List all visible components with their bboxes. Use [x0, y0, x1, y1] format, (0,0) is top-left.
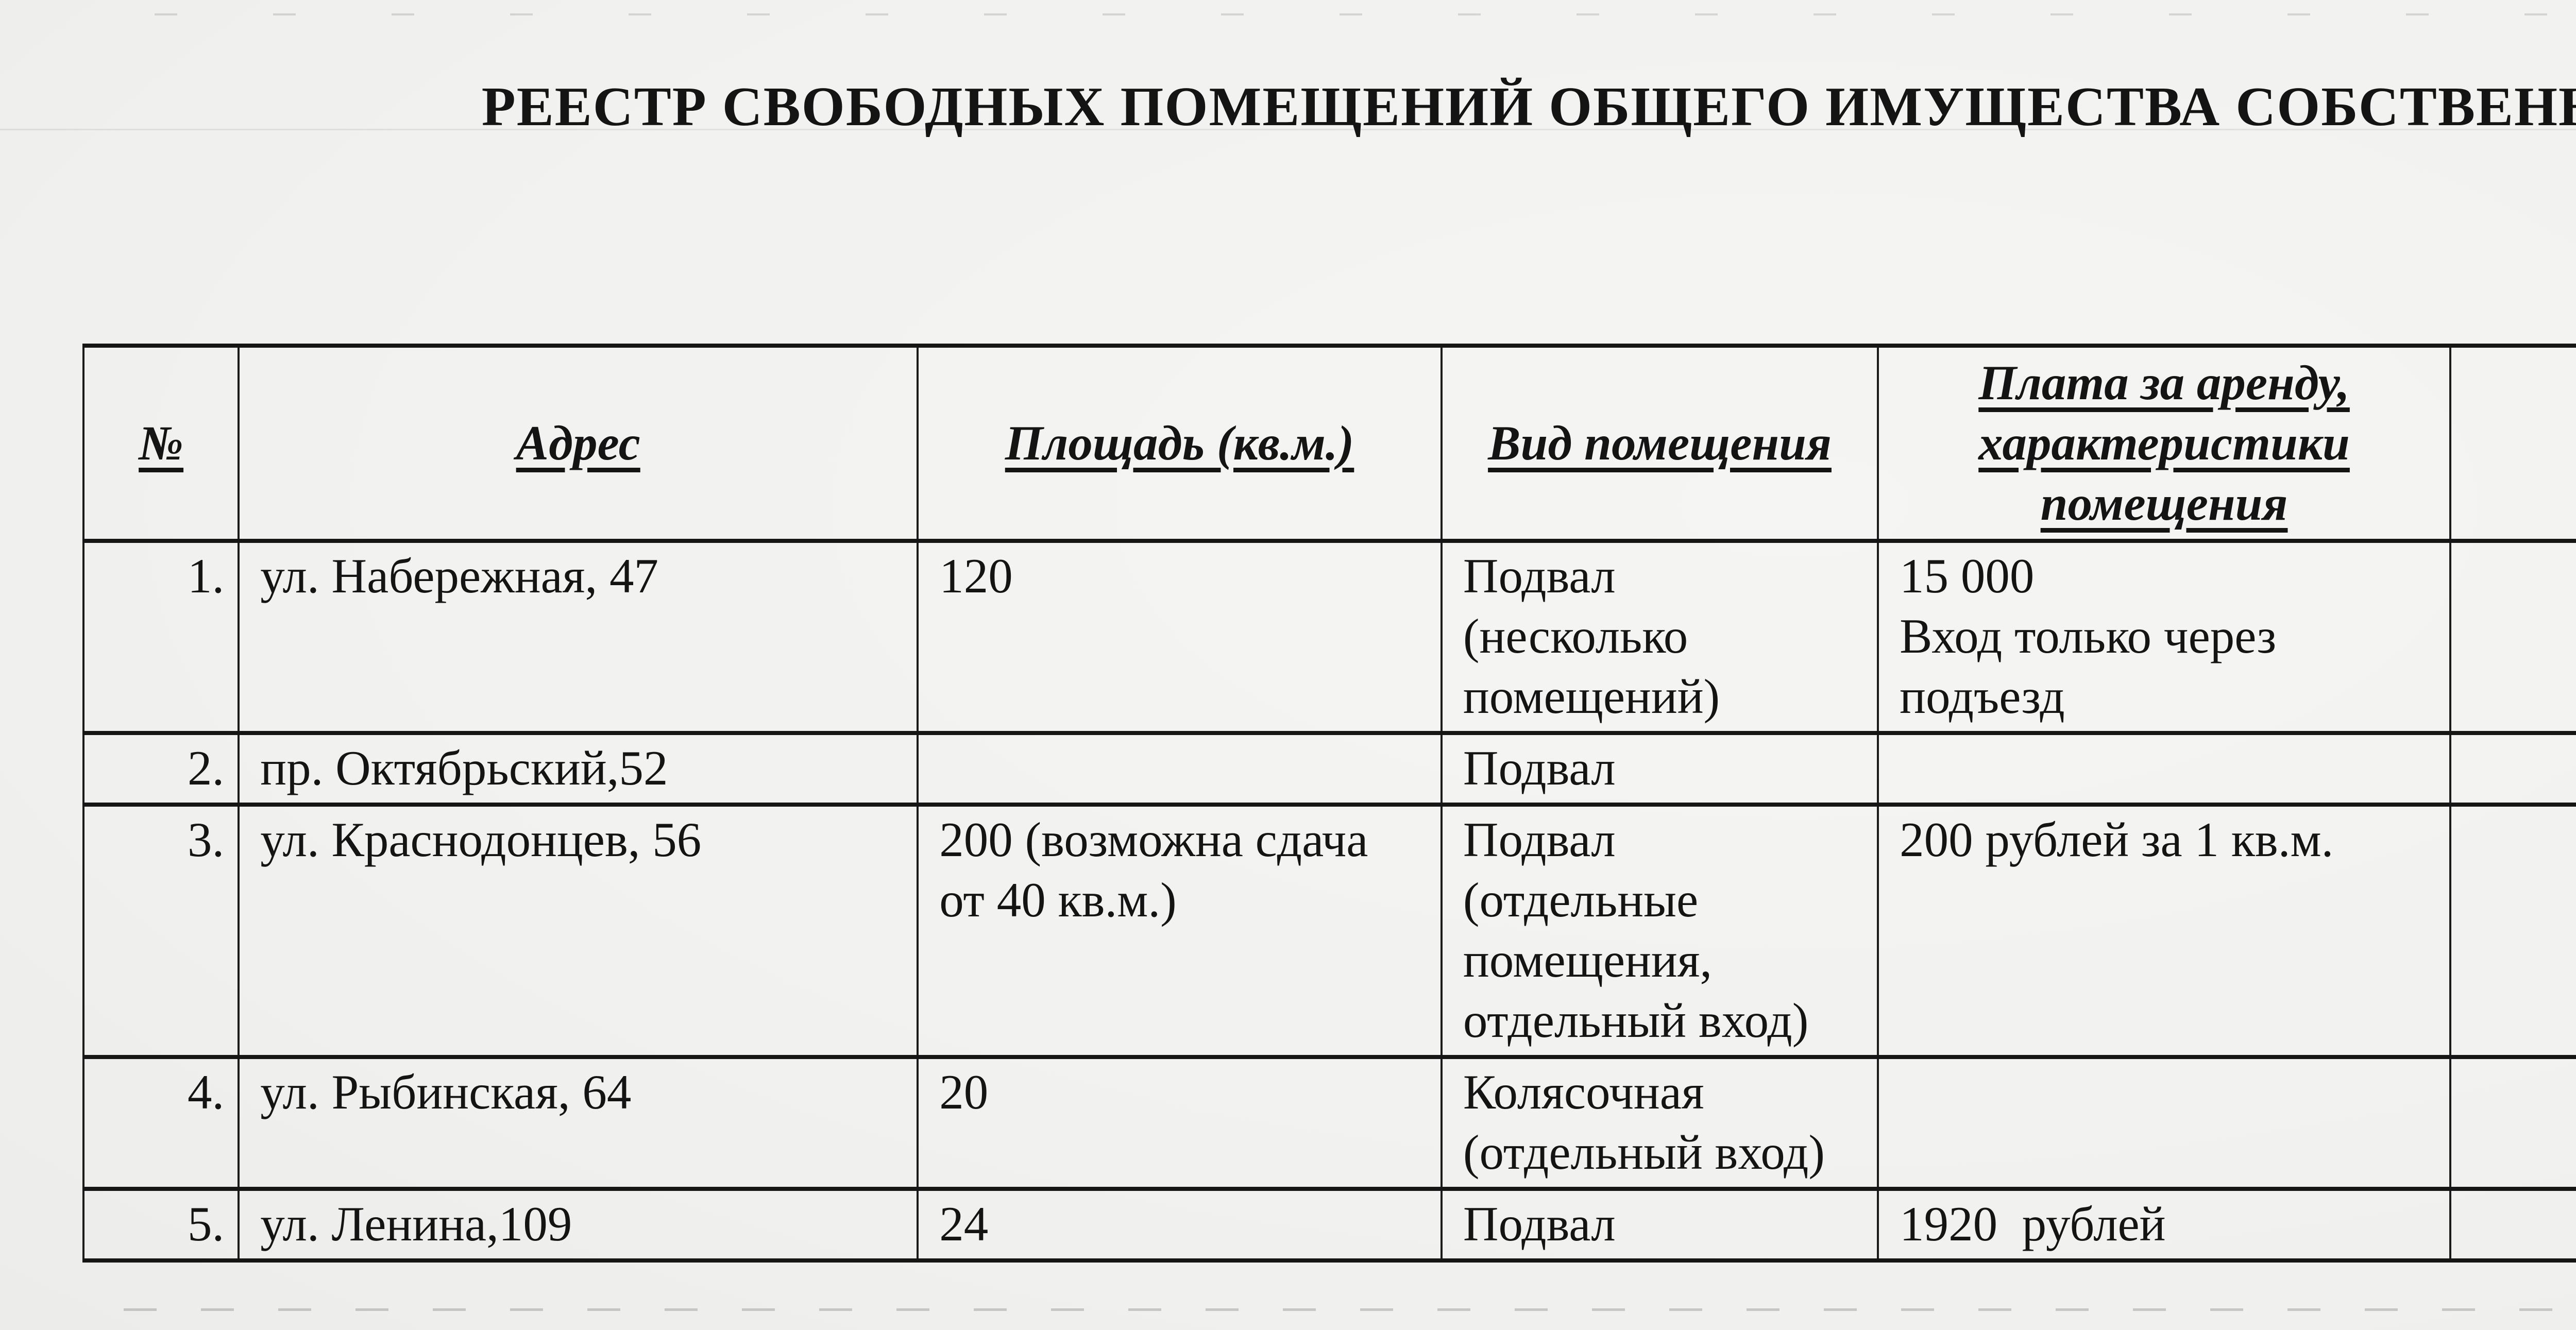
column-header-address: Адрес	[238, 344, 919, 543]
table-row: 3. ул. Краснодонцев, 56 200 (возможна сд…	[82, 803, 2576, 1059]
table-row: 1. ул. Набережная, 47 120 Подвал (нескол…	[82, 539, 2576, 735]
table-header-row: № Адрес Площадь (кв.м.) Вид помещения Пл…	[82, 344, 2576, 543]
scan-artifact-bottom-dots	[124, 1308, 2576, 1311]
cell-area	[917, 731, 1443, 807]
cell-area: 200 (возможна сдача от 40 кв.м.)	[917, 803, 1443, 1059]
column-header-contacts: Контакты	[2449, 344, 2576, 543]
cell-address: ул. Рыбинская, 64	[238, 1055, 919, 1191]
table-row: 4. ул. Рыбинская, 64 20 Колясочная (отде…	[82, 1055, 2576, 1191]
cell-premises-type: Подвал	[1440, 731, 1879, 807]
cell-contacts	[2449, 1055, 2576, 1191]
cell-contacts	[2449, 731, 2576, 807]
column-header-premises-type: Вид помещения	[1440, 344, 1879, 543]
cell-address: ул. Набережная, 47	[238, 539, 919, 735]
cell-area: 24	[917, 1187, 1443, 1263]
cell-contacts	[2449, 803, 2576, 1059]
cell-rent: 200 рублей за 1 кв.м.	[1877, 803, 2451, 1059]
cell-contacts	[2449, 1187, 2576, 1263]
cell-number: 4.	[82, 1055, 240, 1191]
table-row: 5. ул. Ленина,109 24 Подвал 1920 рублей	[82, 1187, 2576, 1263]
cell-rent: 1920 рублей	[1877, 1187, 2451, 1263]
column-header-area: Площадь (кв.м.)	[917, 344, 1443, 543]
cell-rent	[1877, 731, 2451, 807]
cell-address: ул. Ленина,109	[238, 1187, 919, 1263]
cell-number: 2.	[82, 731, 240, 807]
column-header-rent: Плата за аренду, характеристики помещени…	[1877, 344, 2451, 543]
cell-number: 3.	[82, 803, 240, 1059]
scan-artifact-top-noise	[155, 13, 2576, 15]
cell-premises-type: Подвал (отдельные помещения, отдельный в…	[1440, 803, 1879, 1059]
cell-premises-type: Подвал (несколько помещений)	[1440, 539, 1879, 735]
cell-area: 20	[917, 1055, 1443, 1191]
cell-number: 5.	[82, 1187, 240, 1263]
cell-contacts	[2449, 539, 2576, 735]
cell-address: пр. Октябрьский,52	[238, 731, 919, 807]
cell-address: ул. Краснодонцев, 56	[238, 803, 919, 1059]
cell-premises-type: Колясочная (отдельный вход)	[1440, 1055, 1879, 1191]
registry-table: № Адрес Площадь (кв.м.) Вид помещения Пл…	[82, 344, 2576, 1263]
cell-premises-type: Подвал	[1440, 1187, 1879, 1263]
document-title: РЕЕСТР СВОБОДНЫХ ПОМЕЩЕНИЙ ОБЩЕГО ИМУЩЕС…	[481, 76, 2576, 138]
table-row: 2. пр. Октябрьский,52 Подвал	[82, 731, 2576, 807]
column-header-number: №	[82, 344, 240, 543]
cell-rent	[1877, 1055, 2451, 1191]
cell-area: 120	[917, 539, 1443, 735]
cell-rent: 15 000 Вход только через подъезд	[1877, 539, 2451, 735]
cell-number: 1.	[82, 539, 240, 735]
